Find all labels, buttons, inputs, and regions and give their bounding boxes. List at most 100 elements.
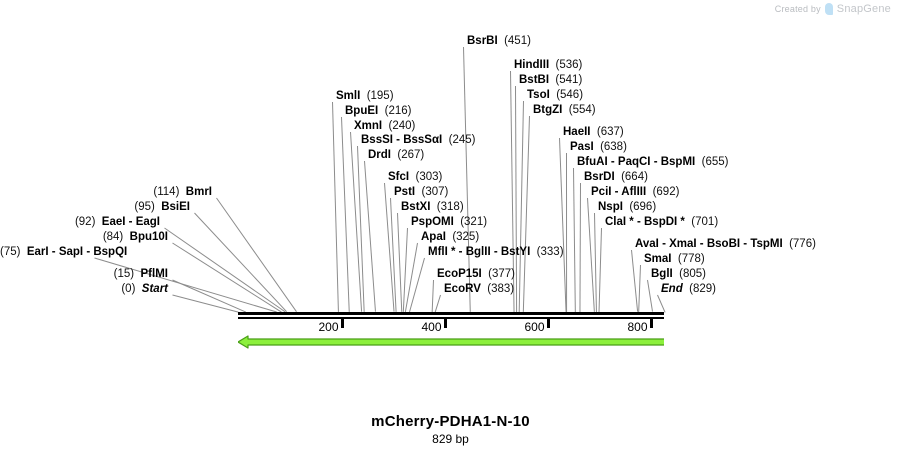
ruler-tick [546, 319, 550, 328]
site-position: (541) [555, 74, 583, 86]
name-separator: - [696, 238, 707, 250]
site-enzyme-name: BmrI [185, 186, 212, 198]
site-leader-line [194, 212, 288, 313]
site-enzyme-name: PstI [394, 186, 416, 198]
site-position: (92) [74, 216, 96, 228]
site-enzyme-name: SapI [58, 246, 84, 258]
enzyme-site-label: ClaI * - BspDI * (701) [605, 216, 718, 228]
name-separator: - [607, 156, 618, 168]
site-position: (0) [121, 283, 136, 295]
enzyme-site-label: PciI - AflIII (692) [591, 186, 679, 198]
ruler-tick-label: 200 [318, 320, 339, 334]
site-position: (536) [555, 59, 583, 71]
site-leader-line [638, 264, 641, 313]
enzyme-site-label: EcoP15I (377) [437, 268, 515, 280]
site-position: (325) [452, 231, 480, 243]
site-position: (75) [0, 246, 21, 258]
site-enzyme-name: BglI [651, 268, 673, 280]
name-separator: - [740, 238, 751, 250]
enzyme-site-label: EcoRV (383) [444, 283, 514, 295]
site-leader-line [172, 242, 282, 313]
site-position: (267) [397, 149, 425, 161]
enzyme-site-label: SmaI (778) [644, 253, 705, 265]
site-leader-line [431, 279, 434, 313]
site-position: (696) [629, 201, 657, 213]
site-enzyme-name: BstXI [401, 201, 431, 213]
site-position: (383) [487, 283, 515, 295]
enzyme-site-label: DrdI (267) [368, 149, 424, 161]
site-enzyme-name: BsoBI [706, 238, 741, 250]
name-separator: - [633, 216, 644, 228]
site-enzyme-name: NspI [598, 201, 623, 213]
enzyme-site-label: BglI (805) [651, 268, 706, 280]
site-enzyme-name: MflI * [428, 246, 456, 258]
site-enzyme-name: SmlI [336, 90, 361, 102]
site-enzyme-name: TspMI [750, 238, 783, 250]
site-position: (95) [134, 201, 155, 213]
site-position: (377) [488, 268, 515, 280]
site-position: (776) [789, 238, 816, 250]
enzyme-site-label: (0) Start [0, 283, 168, 295]
name-separator: - [658, 238, 670, 250]
ruler-tick [649, 319, 653, 328]
site-position: (664) [621, 171, 648, 183]
site-position: (546) [556, 89, 584, 101]
enzyme-site-label: BsrDI (664) [584, 171, 648, 183]
ruler-tick-label: 600 [524, 320, 545, 334]
ruler-tick-label: 400 [421, 320, 442, 334]
site-position: (114) [153, 186, 180, 198]
site-position: (15) [113, 268, 135, 280]
site-leader-line [409, 257, 425, 313]
site-leader-line [434, 294, 441, 313]
site-position: (245) [448, 134, 476, 146]
enzyme-site-label: NspI (696) [598, 201, 656, 213]
site-enzyme-name: XmaI [669, 238, 697, 250]
watermark-prefix: Created by [774, 4, 821, 14]
site-position: (655) [701, 156, 729, 168]
ruler-bar-top [237, 312, 665, 315]
enzyme-site-label: PasI (638) [570, 141, 627, 153]
site-position: (216) [384, 105, 412, 117]
site-enzyme-name: ApaI [421, 231, 446, 243]
name-separator: - [83, 246, 94, 258]
site-enzyme-name: DrdI [368, 149, 391, 161]
site-enzyme-name: PflMI [140, 268, 168, 280]
enzyme-site-label: (114) BmrI [0, 186, 212, 198]
site-enzyme-name: PspOMI [411, 216, 454, 228]
enzyme-site-label: BpuEI (216) [345, 105, 411, 117]
enzyme-site-label: (75) EarI - SapI - BspQI [0, 246, 127, 258]
name-separator: - [48, 246, 59, 258]
site-enzyme-name: Bpu10I [129, 231, 168, 243]
orf-arrow [237, 335, 665, 349]
site-enzyme-name: AflIII [621, 186, 647, 198]
site-leader-line [332, 101, 339, 313]
ruler-tick-label: 800 [627, 320, 648, 334]
site-enzyme-name: BstYI [500, 246, 531, 258]
site-position: (240) [388, 120, 416, 132]
enzyme-site-label: (84) Bpu10I [0, 231, 168, 243]
site-position: (307) [421, 186, 449, 198]
enzyme-site-label: PspOMI (321) [411, 216, 487, 228]
enzyme-site-label: MflI * - BglII - BstYI (333) [428, 246, 564, 258]
enzyme-site-label: BssSI - BssSαI (245) [361, 134, 476, 146]
site-enzyme-name: BglII [465, 246, 491, 258]
site-leader-line [598, 227, 602, 313]
site-enzyme-name: BfuAI [577, 156, 608, 168]
watermark-brand: SnapGene [836, 3, 891, 15]
site-leader-line [364, 160, 377, 313]
site-enzyme-name: EcoP15I [437, 268, 482, 280]
site-enzyme-name: AvaI [635, 238, 659, 250]
site-position: (554) [568, 104, 596, 116]
site-leader-line [594, 212, 597, 313]
name-separator: - [125, 216, 136, 228]
name-separator: - [490, 246, 501, 258]
site-enzyme-name: BspMI [660, 156, 696, 168]
enzyme-site-label: SmlI (195) [336, 90, 394, 102]
site-enzyme-name: BpuEI [345, 105, 379, 117]
site-position: (318) [436, 201, 464, 213]
enzyme-site-label: BstXI (318) [401, 201, 464, 213]
site-enzyme-name: BssSI [361, 134, 393, 146]
enzyme-site-label: End (829) [661, 283, 716, 295]
enzyme-site-label: (15) PflMI [0, 268, 168, 280]
site-leader-line [579, 182, 581, 313]
